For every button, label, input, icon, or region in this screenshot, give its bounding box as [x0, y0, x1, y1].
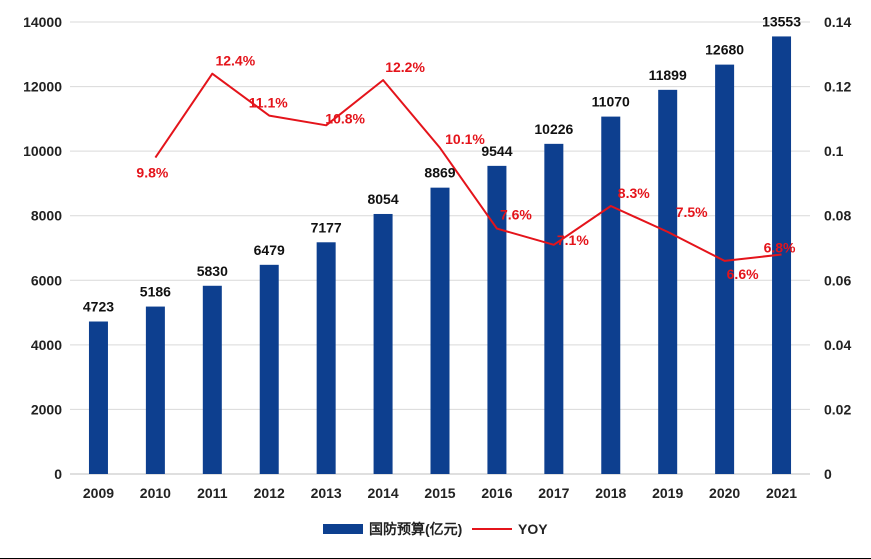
y-left-tick-label: 12000 [23, 79, 62, 95]
yoy-line [154, 72, 782, 262]
x-tick-label: 2020 [709, 485, 740, 501]
x-tick-label: 2016 [481, 485, 512, 501]
y-left-tick-label: 4000 [31, 337, 62, 353]
bar [544, 143, 564, 474]
bar-value-label: 13553 [762, 13, 801, 29]
yoy-value-label: 10.1% [445, 131, 485, 147]
bar [487, 165, 507, 474]
bar [430, 187, 450, 474]
y-right-tick-label: 0.04 [824, 337, 851, 353]
legend-bar-swatch [323, 524, 363, 534]
x-tick-label: 2018 [595, 485, 626, 501]
bar [715, 64, 735, 475]
y-left-tick-label: 10000 [23, 143, 62, 159]
bar-value-label: 8869 [424, 165, 455, 181]
yoy-value-label: 7.1% [557, 232, 589, 248]
y-right-tick-label: 0.08 [824, 208, 851, 224]
legend-bar-label: 国防预算(亿元) [369, 521, 462, 537]
y-left-tick-label: 8000 [31, 208, 62, 224]
yoy-value-label: 7.6% [500, 207, 532, 223]
bar-value-label: 7177 [311, 219, 342, 235]
y-left-tick-label: 6000 [31, 272, 62, 288]
y-right-tick-label: 0.14 [824, 14, 851, 30]
bar [145, 306, 165, 474]
x-tick-label: 2021 [766, 485, 797, 501]
bar-series [88, 36, 792, 475]
bar-value-label: 9544 [481, 143, 512, 159]
bar-value-label: 5186 [140, 284, 171, 300]
yoy-value-label: 10.8% [325, 110, 365, 126]
yoy-value-label: 12.2% [385, 59, 425, 75]
yoy-value-label: 6.8% [764, 239, 796, 255]
bar-value-label: 8054 [367, 191, 398, 207]
bar [88, 321, 108, 474]
bar-value-label: 11899 [649, 67, 687, 83]
bar-value-label: 6479 [254, 242, 285, 258]
y-right-tick-label: 0 [824, 466, 832, 482]
yoy-value-label: 8.3% [618, 185, 650, 201]
bar [259, 264, 279, 474]
y-left-tick-label: 14000 [23, 14, 62, 30]
axes: 0 0 2000 0.02 4000 0.04 6000 0.06 8000 0.08 10000 0… [23, 14, 851, 501]
x-tick-label: 2019 [652, 485, 683, 501]
x-tick-label: 2010 [140, 485, 171, 501]
x-tick-label: 2014 [367, 485, 398, 501]
yoy-value-label: 9.8% [136, 165, 168, 181]
y-right-tick-label: 0.02 [824, 401, 851, 417]
bar-value-label: 5830 [197, 263, 228, 279]
bar [316, 242, 336, 474]
bar [658, 89, 678, 475]
bar-value-label: 4723 [83, 299, 114, 315]
bar [601, 116, 621, 475]
y-right-tick-label: 0.1 [824, 143, 844, 159]
x-tick-label: 2011 [197, 485, 228, 501]
legend: 国防预算(亿元) YOY [323, 521, 548, 537]
bar-value-label: 11070 [592, 94, 630, 110]
data-labels: 4723 5186 5830 6479 7177 8054 8869 9544 10226 110… [83, 13, 801, 314]
bar [202, 285, 222, 474]
x-tick-label: 2015 [424, 485, 455, 501]
x-tick-label: 2013 [311, 485, 342, 501]
yoy-value-label: 6.6% [727, 266, 759, 282]
legend-line-label: YOY [518, 521, 548, 537]
y-right-tick-label: 0.12 [824, 79, 851, 95]
yoy-line-series [154, 72, 782, 262]
bar-value-label: 12680 [705, 42, 744, 58]
x-tick-label: 2012 [254, 485, 285, 501]
yoy-value-label: 7.5% [676, 204, 708, 220]
x-tick-label: 2009 [83, 485, 114, 501]
y-left-tick-label: 2000 [31, 401, 62, 417]
yoy-value-label: 12.4% [215, 53, 255, 69]
bar [373, 213, 393, 474]
x-tick-label: 2017 [538, 485, 569, 501]
bar-value-label: 10226 [534, 121, 573, 137]
y-right-tick-label: 0.06 [824, 272, 851, 288]
y-left-tick-label: 0 [54, 466, 62, 482]
yoy-value-label: 11.1% [249, 95, 288, 111]
